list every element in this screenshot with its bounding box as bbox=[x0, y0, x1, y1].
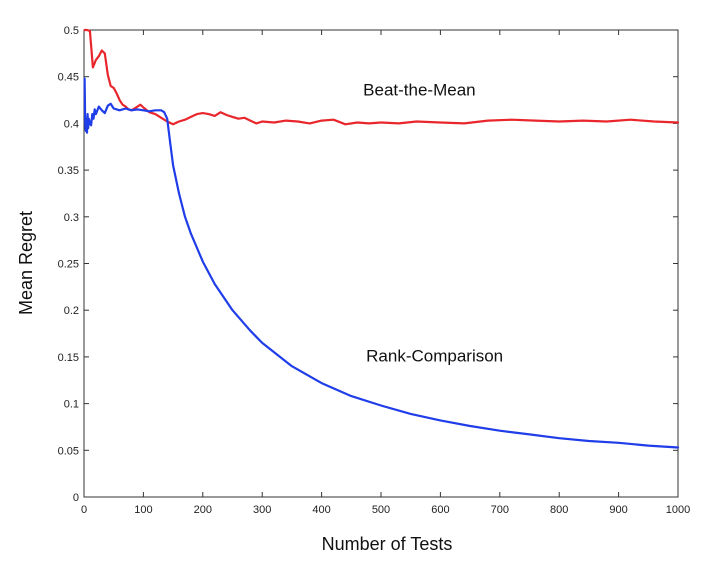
x-tick-label: 900 bbox=[609, 504, 627, 516]
y-tick-label: 0.05 bbox=[58, 445, 79, 457]
x-tick-label: 500 bbox=[372, 504, 390, 516]
series-layer bbox=[83, 28, 680, 449]
series-labels: Beat-the-Mean Rank-Comparison bbox=[363, 80, 503, 365]
y-tick-label: 0.2 bbox=[64, 305, 79, 317]
y-tick-label: 0.1 bbox=[64, 399, 79, 411]
series-label-beat-the-mean: Beat-the-Mean bbox=[363, 80, 475, 99]
y-tick-label: 0.3 bbox=[64, 212, 79, 224]
x-tick-label: 700 bbox=[491, 504, 509, 516]
y-tick-label: 0.5 bbox=[64, 25, 79, 37]
y-tick-label: 0 bbox=[73, 492, 79, 504]
x-tick-label: 300 bbox=[253, 504, 271, 516]
plot-frame bbox=[83, 29, 679, 498]
y-tick-label: 0.45 bbox=[58, 72, 79, 84]
series-line-rank-comparison bbox=[83, 77, 680, 449]
y-tick-label: 0.15 bbox=[58, 352, 79, 364]
y-axis-label: Mean Regret bbox=[16, 211, 36, 315]
x-tick-label: 0 bbox=[81, 504, 87, 516]
x-tick-label: 100 bbox=[134, 504, 152, 516]
y-tick-label: 0.4 bbox=[64, 118, 79, 130]
y-tick-label: 0.35 bbox=[58, 165, 79, 177]
x-tick-label: 800 bbox=[550, 504, 568, 516]
x-tick-label: 200 bbox=[194, 504, 212, 516]
series-label-rank-comparison: Rank-Comparison bbox=[366, 347, 503, 366]
axis-ticks: 0 100 200 300 400 500 600 700 800 900 1000 0 0.05 0.1… bbox=[58, 25, 691, 516]
x-axis-label: Number of Tests bbox=[322, 534, 453, 554]
series-line-beat-the-mean bbox=[83, 28, 680, 126]
y-tick-label: 0.25 bbox=[58, 259, 79, 271]
x-tick-label: 600 bbox=[431, 504, 449, 516]
x-tick-label: 1000 bbox=[666, 504, 690, 516]
x-tick-label: 400 bbox=[312, 504, 330, 516]
